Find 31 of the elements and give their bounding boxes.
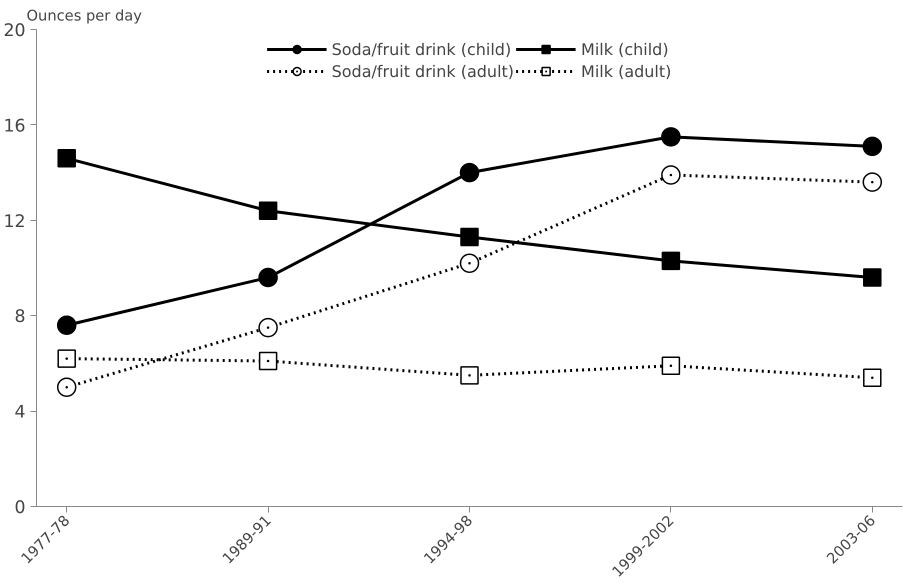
y-tick-label: 16 bbox=[3, 116, 26, 136]
point bbox=[258, 318, 278, 338]
point bbox=[863, 268, 882, 287]
y-tick-label: 4 bbox=[14, 402, 26, 423]
legend-label: Soda/fruit drink (adult) bbox=[332, 62, 514, 80]
point bbox=[460, 162, 480, 182]
point bbox=[258, 268, 278, 288]
y-tick-label: 20 bbox=[3, 21, 26, 41]
point bbox=[661, 127, 681, 147]
y-tick-label: 12 bbox=[3, 212, 26, 232]
point bbox=[460, 228, 479, 246]
point bbox=[863, 368, 882, 387]
point bbox=[862, 136, 882, 156]
point bbox=[56, 378, 76, 397]
legend-label: Milk (adult) bbox=[581, 62, 672, 80]
point bbox=[57, 349, 76, 368]
y-tick-label: 8 bbox=[14, 307, 26, 328]
point bbox=[460, 254, 480, 273]
point bbox=[57, 149, 76, 168]
point bbox=[661, 165, 681, 185]
point bbox=[258, 352, 278, 370]
legend-label: Soda/fruit drink (child) bbox=[332, 40, 512, 58]
point bbox=[258, 202, 278, 220]
y-axis-title: Ounces per day bbox=[26, 8, 142, 24]
point bbox=[662, 356, 680, 376]
point bbox=[460, 366, 479, 385]
point bbox=[862, 172, 882, 192]
legend-label: Milk (child) bbox=[581, 40, 669, 58]
point bbox=[56, 316, 76, 335]
y-tick-label: 0 bbox=[14, 498, 26, 518]
point bbox=[662, 252, 680, 270]
